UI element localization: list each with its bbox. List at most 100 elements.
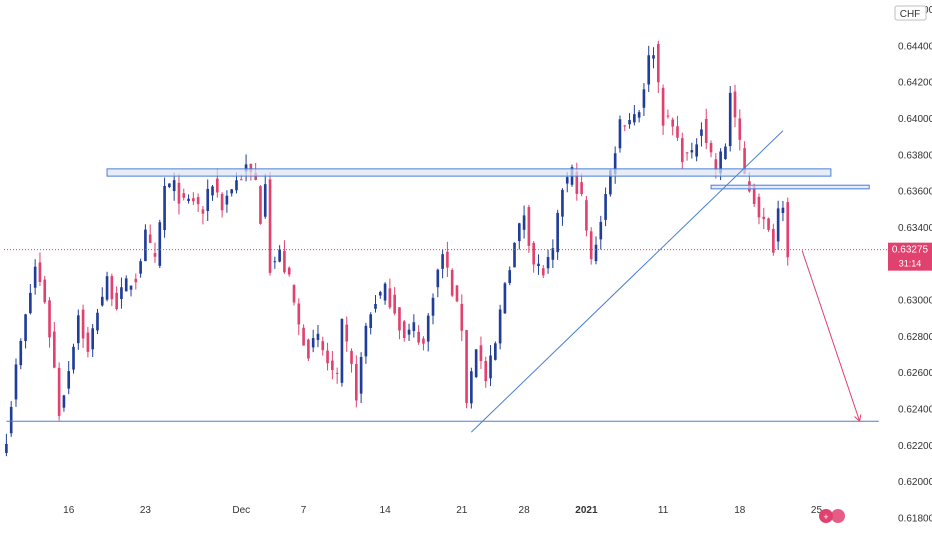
candle[interactable] [513, 242, 516, 268]
candle[interactable] [225, 190, 229, 213]
candle[interactable] [297, 298, 301, 336]
candle[interactable] [402, 319, 406, 342]
plot-area[interactable] [5, 40, 790, 457]
candle[interactable] [527, 204, 531, 253]
candle[interactable] [728, 85, 732, 152]
candle[interactable] [177, 173, 181, 215]
candle[interactable] [24, 313, 27, 349]
candle[interactable] [278, 245, 281, 263]
candle[interactable] [474, 348, 478, 379]
candle[interactable] [666, 109, 670, 119]
time-axis[interactable]: 16 23 Dec 7 14 21 28 2021 11 18 25 [63, 505, 822, 516]
candle[interactable] [661, 84, 665, 135]
candle[interactable] [407, 323, 411, 341]
resistance-zone[interactable] [106, 168, 832, 177]
candle[interactable] [19, 338, 23, 370]
candle[interactable] [29, 284, 32, 315]
candle[interactable] [585, 195, 588, 237]
candle[interactable] [532, 241, 535, 273]
candle[interactable] [244, 154, 248, 182]
candle[interactable] [96, 308, 99, 335]
candle[interactable] [139, 258, 142, 278]
candle[interactable] [781, 201, 785, 222]
candle[interactable] [556, 209, 559, 260]
candle[interactable] [120, 277, 123, 309]
candle[interactable] [148, 224, 152, 244]
candle[interactable] [470, 367, 473, 409]
projection-arrow[interactable] [801, 250, 861, 422]
candle[interactable] [273, 256, 277, 269]
candle[interactable] [412, 314, 416, 338]
candle[interactable] [220, 192, 224, 218]
candle[interactable] [604, 187, 607, 227]
candle[interactable] [733, 84, 737, 128]
candle[interactable] [268, 172, 272, 276]
candle[interactable] [685, 151, 689, 161]
candle[interactable] [613, 146, 617, 184]
candle[interactable] [522, 205, 526, 239]
candle[interactable] [786, 197, 790, 266]
candle[interactable] [206, 179, 210, 221]
candle[interactable] [652, 47, 655, 69]
candle[interactable] [503, 281, 507, 314]
candle[interactable] [350, 348, 353, 373]
candle[interactable] [115, 286, 118, 311]
candle[interactable] [599, 215, 603, 250]
candle[interactable] [100, 287, 104, 307]
candle[interactable] [287, 266, 291, 277]
candle[interactable] [690, 142, 694, 159]
candle[interactable] [345, 316, 349, 352]
drawing-overlays[interactable] [4, 130, 888, 433]
candle[interactable] [340, 318, 344, 387]
candle[interactable] [700, 122, 703, 147]
candle[interactable] [331, 351, 334, 380]
candle[interactable] [211, 185, 214, 201]
candle[interactable] [316, 325, 320, 348]
candle[interactable] [517, 222, 521, 250]
candle[interactable] [369, 312, 373, 335]
candle[interactable] [302, 324, 305, 346]
candle[interactable] [355, 355, 358, 408]
candle[interactable] [105, 271, 109, 302]
candle[interactable] [450, 268, 454, 297]
candle[interactable] [546, 249, 550, 274]
candle[interactable] [498, 304, 502, 350]
candle[interactable] [67, 361, 71, 395]
currency-badge[interactable] [894, 5, 927, 21]
candle[interactable] [81, 304, 85, 348]
candle[interactable] [9, 401, 13, 437]
candle[interactable] [441, 249, 444, 279]
candle[interactable] [259, 184, 262, 225]
resistance-zone[interactable] [710, 184, 870, 190]
candle[interactable] [335, 367, 339, 384]
candle[interactable] [33, 259, 37, 295]
candle[interactable] [14, 358, 18, 407]
candle[interactable] [680, 132, 684, 169]
candle[interactable] [508, 266, 512, 286]
candle[interactable] [695, 138, 698, 162]
candle[interactable] [374, 295, 377, 313]
candle[interactable] [359, 352, 363, 404]
candle[interactable] [292, 284, 296, 306]
candle[interactable] [465, 329, 468, 409]
candle[interactable] [144, 224, 147, 262]
trend-line[interactable] [471, 130, 784, 433]
candle[interactable] [642, 83, 646, 116]
candle[interactable] [484, 356, 488, 388]
candle[interactable] [724, 143, 727, 160]
candle[interactable] [479, 336, 483, 369]
candle[interactable] [129, 285, 133, 297]
candle[interactable] [168, 183, 171, 189]
candle[interactable] [110, 273, 114, 307]
candle[interactable] [388, 278, 392, 310]
candle[interactable] [91, 323, 94, 357]
candle[interactable] [704, 108, 708, 150]
candle[interactable] [393, 287, 396, 316]
candle[interactable] [580, 173, 583, 197]
candle[interactable] [455, 284, 459, 303]
candle[interactable] [489, 345, 492, 387]
candle[interactable] [738, 109, 742, 151]
candle[interactable] [230, 188, 234, 197]
candle[interactable] [57, 362, 61, 421]
